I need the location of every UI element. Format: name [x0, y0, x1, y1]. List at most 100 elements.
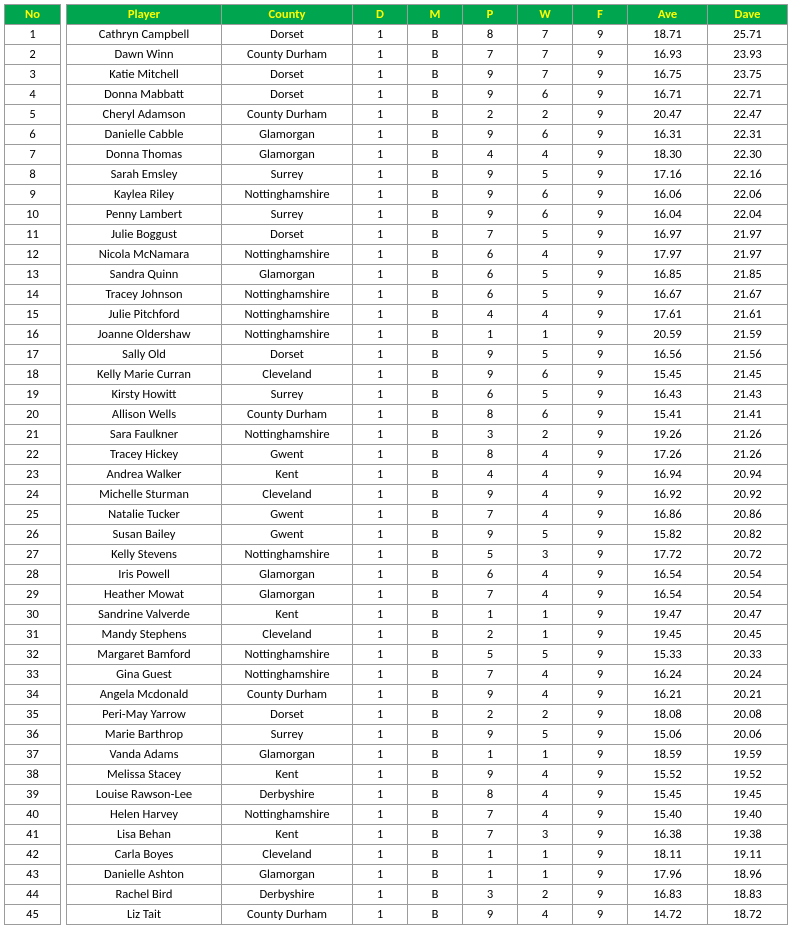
table-row: Sara FaulknerNottinghamshire1B32919.2621…	[67, 425, 788, 445]
cell-d: 1	[353, 905, 408, 925]
cell-f: 9	[573, 765, 628, 785]
cell-dave: 21.85	[708, 265, 788, 285]
table-row: 45	[5, 905, 61, 925]
cell-player: Helen Harvey	[67, 805, 222, 825]
cell-d: 1	[353, 645, 408, 665]
cell-county: Surrey	[222, 165, 353, 185]
cell-player: Kaylea Riley	[67, 185, 222, 205]
cell-county: Gwent	[222, 445, 353, 465]
cell-ave: 19.45	[628, 625, 708, 645]
cell-dave: 20.24	[708, 665, 788, 685]
cell-player: Mandy Stephens	[67, 625, 222, 645]
cell-f: 9	[573, 65, 628, 85]
cell-dave: 21.59	[708, 325, 788, 345]
cell-f: 9	[573, 805, 628, 825]
table-row: 14	[5, 285, 61, 305]
table-row: Heather MowatGlamorgan1B74916.5420.54	[67, 585, 788, 605]
cell-d: 1	[353, 405, 408, 425]
cell-player: Andrea Walker	[67, 465, 222, 485]
cell-ave: 17.96	[628, 865, 708, 885]
cell-player: Danielle Cabble	[67, 125, 222, 145]
cell-no: 37	[5, 745, 61, 765]
cell-f: 9	[573, 545, 628, 565]
cell-w: 4	[518, 245, 573, 265]
cell-no: 34	[5, 685, 61, 705]
cell-county: Kent	[222, 825, 353, 845]
cell-player: Nicola McNamara	[67, 245, 222, 265]
cell-no: 42	[5, 845, 61, 865]
cell-d: 1	[353, 345, 408, 365]
cell-m: B	[408, 585, 463, 605]
cell-dave: 20.54	[708, 565, 788, 585]
cell-player: Sara Faulkner	[67, 425, 222, 445]
cell-f: 9	[573, 125, 628, 145]
table-row: 44	[5, 885, 61, 905]
table-row: 17	[5, 345, 61, 365]
cell-no: 3	[5, 65, 61, 85]
cell-m: B	[408, 405, 463, 425]
cell-dave: 21.56	[708, 345, 788, 365]
cell-f: 9	[573, 465, 628, 485]
cell-county: Dorset	[222, 85, 353, 105]
table-row: Gina GuestNottinghamshire1B74916.2420.24	[67, 665, 788, 685]
cell-m: B	[408, 525, 463, 545]
cell-f: 9	[573, 685, 628, 705]
cell-dave: 20.08	[708, 705, 788, 725]
col-header-ave: Ave	[628, 5, 708, 25]
cell-county: Glamorgan	[222, 265, 353, 285]
cell-p: 5	[463, 645, 518, 665]
table-row: Sandrine ValverdeKent1B11919.4720.47	[67, 605, 788, 625]
cell-dave: 22.31	[708, 125, 788, 145]
cell-ave: 16.56	[628, 345, 708, 365]
cell-ave: 18.71	[628, 25, 708, 45]
cell-p: 9	[463, 365, 518, 385]
cell-ave: 19.47	[628, 605, 708, 625]
cell-no: 28	[5, 565, 61, 585]
cell-player: Katie Mitchell	[67, 65, 222, 85]
cell-w: 7	[518, 45, 573, 65]
cell-no: 27	[5, 545, 61, 565]
cell-player: Iris Powell	[67, 565, 222, 585]
cell-ave: 18.08	[628, 705, 708, 725]
cell-county: County Durham	[222, 105, 353, 125]
cell-p: 7	[463, 825, 518, 845]
col-header-f: F	[573, 5, 628, 25]
cell-no: 8	[5, 165, 61, 185]
cell-county: Nottinghamshire	[222, 185, 353, 205]
table-row: Danielle AshtonGlamorgan1B11917.9618.96	[67, 865, 788, 885]
table-row: 34	[5, 685, 61, 705]
cell-ave: 16.71	[628, 85, 708, 105]
cell-w: 5	[518, 385, 573, 405]
table-row: Angela McdonaldCounty Durham1B94916.2120…	[67, 685, 788, 705]
table-row: Sandra QuinnGlamorgan1B65916.8521.85	[67, 265, 788, 285]
cell-w: 4	[518, 785, 573, 805]
cell-no: 12	[5, 245, 61, 265]
cell-county: Cleveland	[222, 625, 353, 645]
table-row: Cheryl AdamsonCounty Durham1B22920.4722.…	[67, 105, 788, 125]
cell-d: 1	[353, 165, 408, 185]
cell-player: Natalie Tucker	[67, 505, 222, 525]
cell-p: 4	[463, 465, 518, 485]
cell-w: 2	[518, 885, 573, 905]
cell-d: 1	[353, 185, 408, 205]
cell-dave: 20.82	[708, 525, 788, 545]
table-row: Joanne OldershawNottinghamshire1B11920.5…	[67, 325, 788, 345]
cell-ave: 16.04	[628, 205, 708, 225]
cell-m: B	[408, 185, 463, 205]
table-row: Kelly Marie CurranCleveland1B96915.4521.…	[67, 365, 788, 385]
cell-w: 5	[518, 265, 573, 285]
cell-d: 1	[353, 445, 408, 465]
cell-no: 13	[5, 265, 61, 285]
cell-m: B	[408, 385, 463, 405]
cell-w: 6	[518, 85, 573, 105]
cell-county: Nottinghamshire	[222, 805, 353, 825]
cell-player: Liz Tait	[67, 905, 222, 925]
table-row: 25	[5, 505, 61, 525]
cell-no: 40	[5, 805, 61, 825]
table-row: 21	[5, 425, 61, 445]
cell-m: B	[408, 165, 463, 185]
cell-ave: 17.61	[628, 305, 708, 325]
cell-f: 9	[573, 705, 628, 725]
cell-d: 1	[353, 565, 408, 585]
cell-no: 18	[5, 365, 61, 385]
